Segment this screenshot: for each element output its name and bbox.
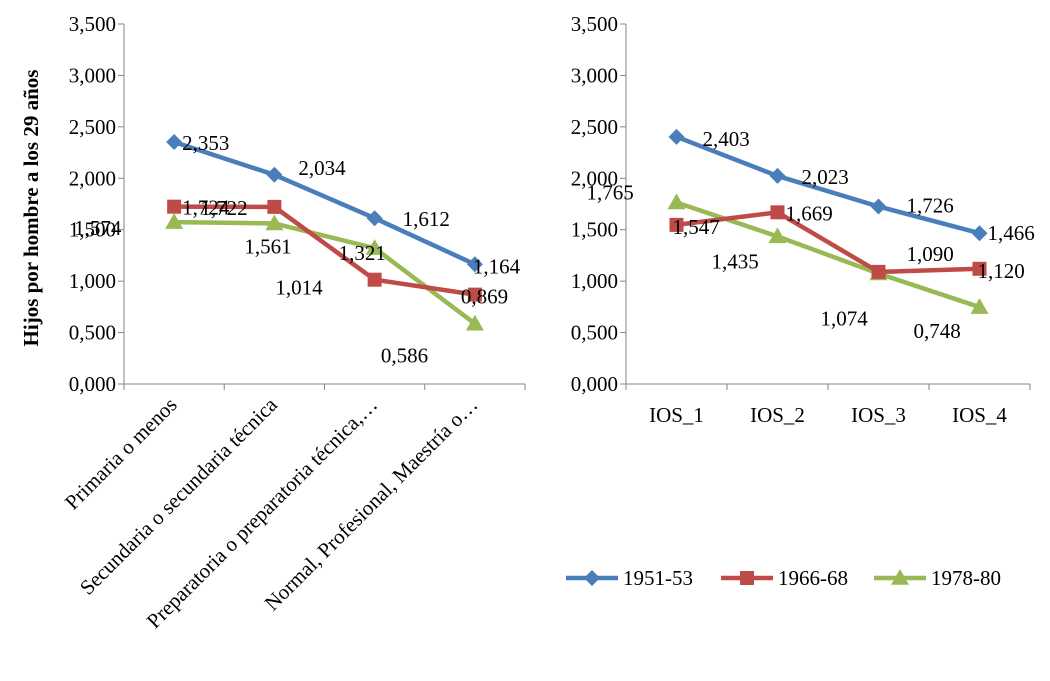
y-tick-label: 3,000 [571, 63, 618, 87]
data-point-1966-68 [267, 199, 282, 214]
legend-label-1978-80: 1978-80 [931, 566, 1001, 590]
series-line-1978-80 [174, 219, 477, 326]
data-point-1978-80 [365, 239, 384, 255]
data-label-1951-53: 1,612 [403, 207, 450, 231]
y-tick-label: 0,500 [69, 321, 116, 345]
y-tick-label: 0,000 [69, 372, 116, 396]
series-line-1951-53 [173, 139, 476, 267]
x-tick-label: IOS_3 [851, 403, 906, 427]
data-point-1978-80 [165, 213, 184, 229]
data-point-1978-80 [768, 227, 787, 244]
legend: 1951-53 1966-68 1978-80 [566, 566, 1001, 590]
y-tick-label: 3,000 [69, 63, 116, 87]
y-tick-label: 2,500 [69, 115, 116, 139]
data-point-1951-53 [971, 225, 988, 242]
legend-marker-1966-68 [740, 571, 754, 585]
legend-label-1966-68: 1966-68 [778, 566, 848, 590]
data-label-1951-53: 1,466 [988, 221, 1035, 245]
data-label-1978-80: 1,321 [339, 241, 386, 265]
y-tick-label: 0,000 [571, 372, 618, 396]
data-label-1966-68: 1,090 [907, 242, 954, 266]
y-tick-label: 2,000 [571, 166, 618, 190]
x-tick-label: Secundaria o secundaria técnica [75, 392, 283, 600]
data-label-1951-53: 1,726 [907, 193, 954, 217]
y-axis-label: Hijos por hombre a los 29 años [19, 70, 43, 347]
data-point-1966-68 [871, 264, 886, 279]
data-label-1966-68: 1,669 [786, 201, 833, 225]
data-point-1966-68 [770, 205, 785, 220]
x-tick-label: IOS_1 [649, 403, 704, 427]
y-tick-label: 1,000 [69, 269, 116, 293]
data-label-1951-53: 2,403 [703, 127, 750, 151]
data-point-1951-53 [870, 198, 887, 215]
x-tick-label: IOS_2 [750, 403, 805, 427]
data-label-1966-68: 1,547 [673, 215, 720, 239]
data-point-1951-53 [166, 133, 183, 150]
y-tick-label: 1,500 [69, 218, 116, 242]
y-tick-label: 3,500 [69, 12, 116, 36]
y-tick-label: 1,500 [571, 218, 618, 242]
legend-label-1951-53: 1951-53 [623, 566, 693, 590]
x-tick-label: IOS_4 [952, 403, 1007, 427]
data-label-1951-53: 2,034 [298, 156, 346, 180]
y-tick-label: 2,500 [571, 115, 618, 139]
data-point-1966-68 [972, 261, 987, 276]
data-point-1966-68 [669, 217, 684, 232]
y-tick-label: 1,000 [571, 269, 618, 293]
data-point-1951-53 [266, 166, 283, 183]
chart-education-level: 0,000 0,500 1,000 1,500 2,000 2,500 3,000 3,500… [19, 12, 526, 633]
legend-marker-1951-53 [584, 570, 600, 586]
data-point-1951-53 [466, 256, 483, 273]
data-label-1966-68: 1,014 [275, 276, 323, 300]
data-label-1978-80: 1,574 [74, 216, 122, 240]
data-point-1966-68 [467, 287, 482, 302]
series-line-1951-53 [675, 134, 981, 236]
chart-ios: 0,000 0,500 1,000 1,500 2,000 2,500 3,000 3,500… [571, 12, 1035, 427]
data-label-1951-53: 2,023 [802, 165, 849, 189]
data-label-1951-53: 1,164 [473, 254, 521, 278]
data-point-1978-80 [265, 214, 284, 231]
legend-marker-1978-80 [891, 569, 909, 585]
series-line-1966-68 [676, 210, 980, 275]
data-label-1966-68: 0,869 [461, 285, 508, 309]
x-tick-label: Normal, Profesional, Maestría o… [260, 393, 483, 616]
data-point-1966-68 [367, 272, 382, 287]
data-point-1951-53 [668, 128, 685, 145]
data-label-1978-80: 0,748 [914, 319, 961, 343]
data-label-1978-80: 1,074 [821, 307, 869, 331]
data-label-1966-68: 1,120 [978, 259, 1025, 283]
data-point-1978-80 [465, 314, 484, 331]
data-label-1951-53: 2,353 [182, 131, 229, 155]
data-label-1978-80: 1,435 [712, 249, 759, 273]
series-line-1966-68 [174, 204, 476, 297]
y-tick-label: 3,500 [571, 12, 618, 36]
data-point-1951-53 [366, 210, 383, 227]
data-point-1966-68 [167, 199, 182, 214]
y-tick-label: 0,500 [571, 321, 618, 345]
data-point-1978-80 [667, 193, 686, 210]
data-label-1966-68: 1,722 [200, 196, 247, 220]
data-label-1978-80: 1,765 [587, 180, 634, 204]
y-tick-label: 2,000 [69, 166, 116, 190]
data-label-1978-80: 1,561 [244, 234, 291, 258]
data-label-1966-68: 1,724 [182, 196, 230, 220]
data-label-1978-80: 0,586 [381, 344, 428, 368]
data-point-1951-53 [769, 167, 786, 184]
data-point-1978-80 [970, 298, 989, 314]
